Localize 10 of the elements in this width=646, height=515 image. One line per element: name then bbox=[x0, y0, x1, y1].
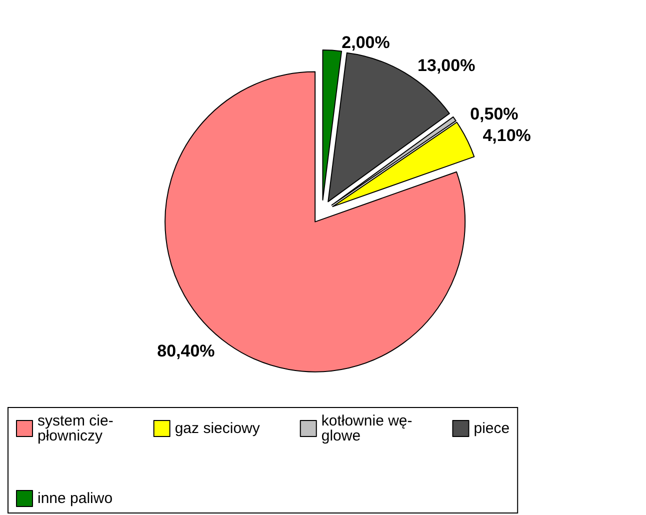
legend-label: gaz sieciowy bbox=[174, 420, 260, 437]
legend-label: kotłownie wę-glowe bbox=[321, 412, 412, 444]
legend-label: piece bbox=[474, 420, 510, 437]
data-label: 0,50% bbox=[470, 104, 518, 124]
data-label: 80,40% bbox=[157, 341, 215, 360]
data-label: 13,00% bbox=[418, 56, 476, 76]
data-label: 4,10% bbox=[482, 126, 531, 145]
data-label: 2,00% bbox=[342, 32, 390, 52]
legend-label: inne paliwo bbox=[38, 490, 113, 507]
legend-label: system cie-płowniczy bbox=[38, 412, 114, 444]
